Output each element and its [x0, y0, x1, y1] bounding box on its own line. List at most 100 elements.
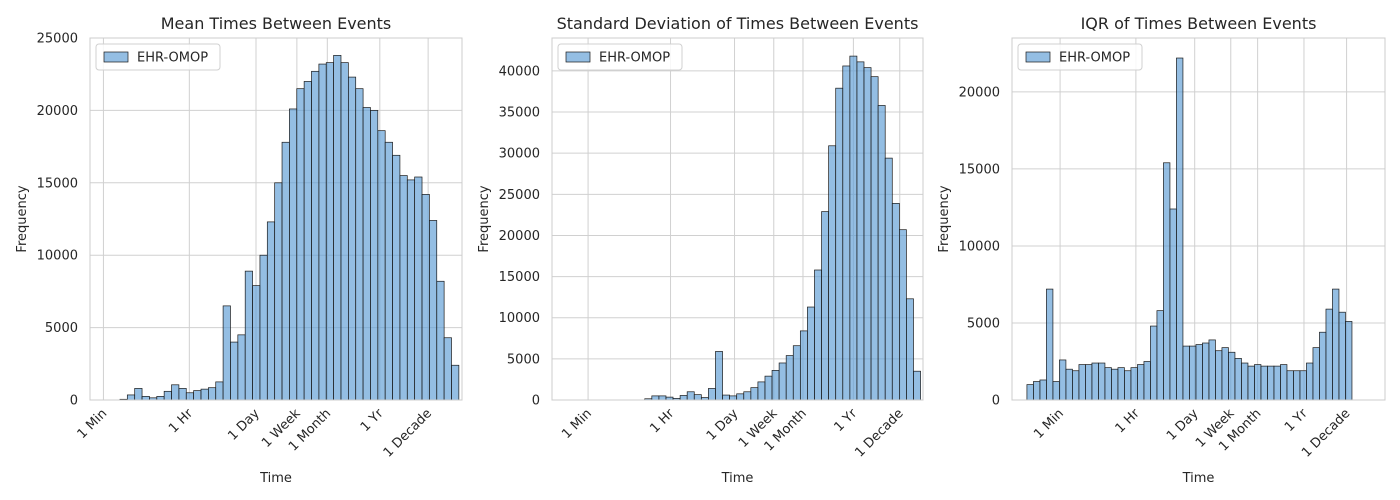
histogram-bar	[1306, 362, 1314, 401]
x-tick-label: 1 Min	[559, 406, 595, 442]
histogram-bar	[906, 298, 914, 401]
histogram-bar	[835, 87, 844, 401]
histogram-bar	[1098, 362, 1106, 401]
histogram-bar	[736, 393, 745, 401]
x-axis-label: Time	[259, 471, 292, 486]
histogram-bar	[443, 337, 452, 401]
histogram-bar	[814, 269, 822, 401]
x-tick-label: 1 Min	[75, 406, 111, 442]
histogram-bar	[311, 70, 320, 401]
y-tick-label: 0	[532, 394, 540, 409]
histogram-bar	[362, 107, 371, 401]
x-tick-label: 1 Day	[704, 406, 742, 444]
chart-title: IQR of Times Between Events	[1081, 14, 1317, 33]
histogram-bar	[1228, 351, 1236, 401]
histogram-bar	[849, 55, 858, 401]
histogram-bar	[244, 270, 253, 401]
histogram-bar	[340, 62, 349, 401]
histogram-bar	[658, 395, 667, 401]
histogram-bar	[259, 254, 268, 401]
histogram-bar	[163, 390, 172, 401]
histogram-bar	[1345, 321, 1353, 401]
y-tick-label: 15000	[37, 176, 78, 191]
histogram-bar	[884, 157, 893, 401]
histogram-bar	[722, 394, 730, 401]
x-tick-label: 1 Hr	[166, 406, 197, 437]
histogram-bar	[1215, 350, 1223, 401]
y-tick-label: 0	[992, 394, 1000, 409]
histogram-bar	[842, 65, 851, 401]
histogram-bar	[318, 63, 327, 401]
histogram-bar	[1104, 367, 1112, 401]
y-tick-label: 20000	[37, 104, 78, 119]
legend: EHR-OMOP	[95, 43, 221, 71]
legend-label: EHR-OMOP	[1059, 51, 1130, 66]
y-tick-label: 30000	[499, 147, 540, 162]
y-axis-label: Frequency	[15, 185, 30, 252]
histogram-bar	[1254, 364, 1262, 401]
histogram-bar	[757, 381, 766, 401]
x-tick-label: 1 Hr	[1113, 406, 1144, 437]
histogram-bar	[856, 61, 865, 401]
histogram-bar	[743, 391, 752, 401]
chart-title: Standard Deviation of Times Between Even…	[557, 14, 919, 33]
histogram-bar	[651, 395, 660, 401]
histogram-bar	[274, 182, 283, 401]
histogram-bar	[1046, 288, 1054, 401]
histogram-bar	[1111, 368, 1119, 401]
histogram-bar	[377, 130, 386, 401]
histogram-bar	[1163, 162, 1171, 401]
y-axis-label: Frequency	[477, 185, 492, 252]
mean-times-panel: 0 5000 10000 15000 20000 25000 1 Min 1 Hr 1 Day 1…	[15, 14, 463, 486]
legend-box	[557, 43, 683, 71]
x-tick-label: 1 Yr	[1282, 406, 1311, 435]
histogram-bar	[1332, 288, 1340, 401]
histogram-bar	[750, 387, 759, 401]
histogram-bar	[863, 67, 872, 401]
histogram-bar	[715, 351, 723, 401]
histogram-bar	[289, 108, 298, 401]
histogram-bar	[399, 175, 408, 401]
histogram-bar	[222, 305, 231, 401]
histogram-bar	[1267, 365, 1275, 401]
histogram-bar	[193, 390, 202, 401]
y-tick-label: 15000	[959, 162, 1000, 177]
histogram-bar	[1260, 365, 1268, 401]
histogram-bar	[1150, 325, 1158, 401]
std-dev-times-panel: 0 5000 10000 15000 20000 25000 30000 35000 40000…	[477, 14, 924, 486]
histogram-bar	[693, 394, 702, 401]
histogram-bar	[1052, 381, 1060, 401]
histogram-bar	[1234, 358, 1242, 401]
histogram-bar	[156, 396, 165, 401]
histogram-bar	[1208, 339, 1216, 401]
histogram-bar	[778, 362, 787, 401]
y-tick-label: 10000	[499, 311, 540, 326]
histogram-bar	[1091, 362, 1099, 401]
histogram-bar	[414, 176, 423, 401]
histogram-bar	[870, 76, 879, 401]
histogram-bar	[1202, 342, 1210, 401]
histogram-bar	[126, 394, 136, 401]
histogram-bar	[1065, 368, 1073, 401]
histogram-bar	[1241, 362, 1249, 401]
y-tick-label: 35000	[499, 106, 540, 121]
histogram-bar	[392, 154, 401, 401]
histogram-bar	[1156, 310, 1164, 401]
legend-box	[95, 43, 221, 71]
histogram-bar	[1280, 364, 1288, 401]
y-tick-label: 20000	[499, 229, 540, 244]
histogram-bar	[252, 285, 261, 401]
x-tick-label: 1 Day	[225, 406, 263, 444]
histogram-bar	[1182, 345, 1190, 401]
histogram-bar	[1293, 370, 1301, 401]
y-tick-label: 15000	[499, 270, 540, 285]
histogram-bar	[230, 341, 239, 401]
legend-box	[1017, 43, 1143, 71]
x-tick-label: 1 Decade	[381, 406, 435, 460]
histogram-bar	[185, 392, 194, 401]
histogram-bar	[1176, 57, 1184, 401]
x-axis-label: Time	[1182, 471, 1215, 486]
histogram-bar	[451, 364, 460, 401]
histogram-bar	[281, 141, 290, 401]
